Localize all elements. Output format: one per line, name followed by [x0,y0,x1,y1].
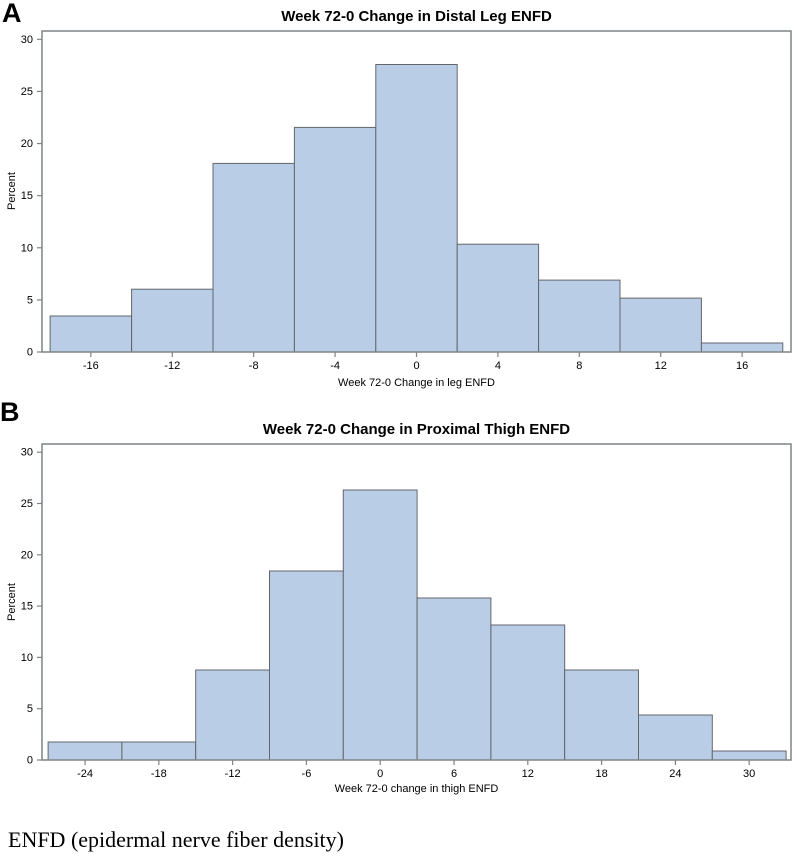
panel-b-histogram-bar [342,489,418,761]
panel-a-y-tick-label: 25 [21,86,33,98]
panel-b-x-tick-label: -6 [302,768,312,780]
panel-a-y-tick-label: 10 [21,242,33,254]
panel-b-histogram-bar [490,624,566,761]
panel-a-x-axis-label: Week 72-0 Change in leg ENFD [338,377,495,389]
panel-b-x-tick-label: 6 [451,768,457,780]
panel-a-x-tick-label: 0 [413,360,419,372]
panel-b-histogram-bar [269,570,344,761]
figure-caption: ENFD (epidermal nerve fiber density) [8,827,344,852]
panel-a-y-tick-label: 20 [21,138,33,150]
panel-a-y-axis-label: Percent [6,172,18,211]
panel-a-histogram-bar [456,243,540,353]
panel-b-x-tick-label: 24 [669,768,681,780]
panel-a-x-tick-label: -16 [83,360,99,372]
panel-b-histogram-bar [47,741,123,761]
panel-b-x-tick-label: -24 [77,768,93,780]
panel-a-y-tick-label: 15 [21,190,33,202]
panel-a-title: Week 72-0 Change in Distal Leg ENFD [281,8,552,25]
panel-b-title: Week 72-0 Change in Proximal Thigh ENFD [262,421,571,438]
panel-a-histogram-bar [538,279,621,353]
panel-b-x-tick-label: 30 [743,768,755,780]
panel-b-x-tick-label: -18 [151,768,167,780]
panel-b-label: B [0,397,20,427]
panel-a-x-tick-label: -12 [164,360,180,372]
panel-a-x-tick-label: 4 [495,360,501,372]
panel-a-histogram-bar [619,297,702,353]
panel-a-x-tick-label: 16 [736,360,748,372]
panel-b-y-tick-label: 25 [21,498,33,510]
panel-a-histogram-bar [49,315,132,353]
panel-a-x-tick-label: 12 [655,360,667,372]
panel-b-histogram-bar [195,669,270,761]
panel-a-histogram-bar [700,342,784,353]
panel-b-x-tick-label: 0 [377,768,383,780]
panel-b-y-tick-label: 0 [27,755,33,767]
panel-b-y-tick-label: 20 [21,549,33,561]
panel-b-y-tick-label: 5 [27,703,33,715]
panel-a-label: A [2,0,22,28]
panel-a-histogram-bar [131,288,214,353]
panel-a-x-tick-label: -4 [330,360,340,372]
panel-a-histogram-bar [375,64,458,353]
panel-a-y-tick-label: 30 [21,34,33,46]
panel-a-y-tick-label: 0 [27,347,33,359]
panel-b-x-tick-label: -12 [225,768,241,780]
panel-b-histogram-bar [638,714,713,761]
panel-b-histogram-bar [416,597,492,761]
panel-b-y-tick-label: 30 [21,447,33,459]
panel-b-x-tick-label: 12 [522,768,534,780]
panel-a-histogram-bar [212,162,295,353]
panel-a-y-tick-label: 5 [27,294,33,306]
panel-a-histogram-bar [293,126,377,353]
panel-b-histogram-bar [711,750,787,761]
panel-b-plot-frame [41,443,792,761]
panel-b-histogram-bar [564,669,640,761]
panel-b-y-axis-label: Percent [6,583,18,621]
panel-b-histogram-bar [121,741,197,761]
panel-b-x-axis-label: Week 72-0 change in thigh ENFD [334,783,499,795]
panel-a-x-tick-label: 8 [576,360,582,372]
panel-a-x-tick-label: -8 [249,360,259,372]
panel-b-x-tick-label: 18 [595,768,607,780]
panel-b-y-tick-label: 10 [21,652,33,664]
panel-b-y-tick-label: 15 [21,601,33,613]
